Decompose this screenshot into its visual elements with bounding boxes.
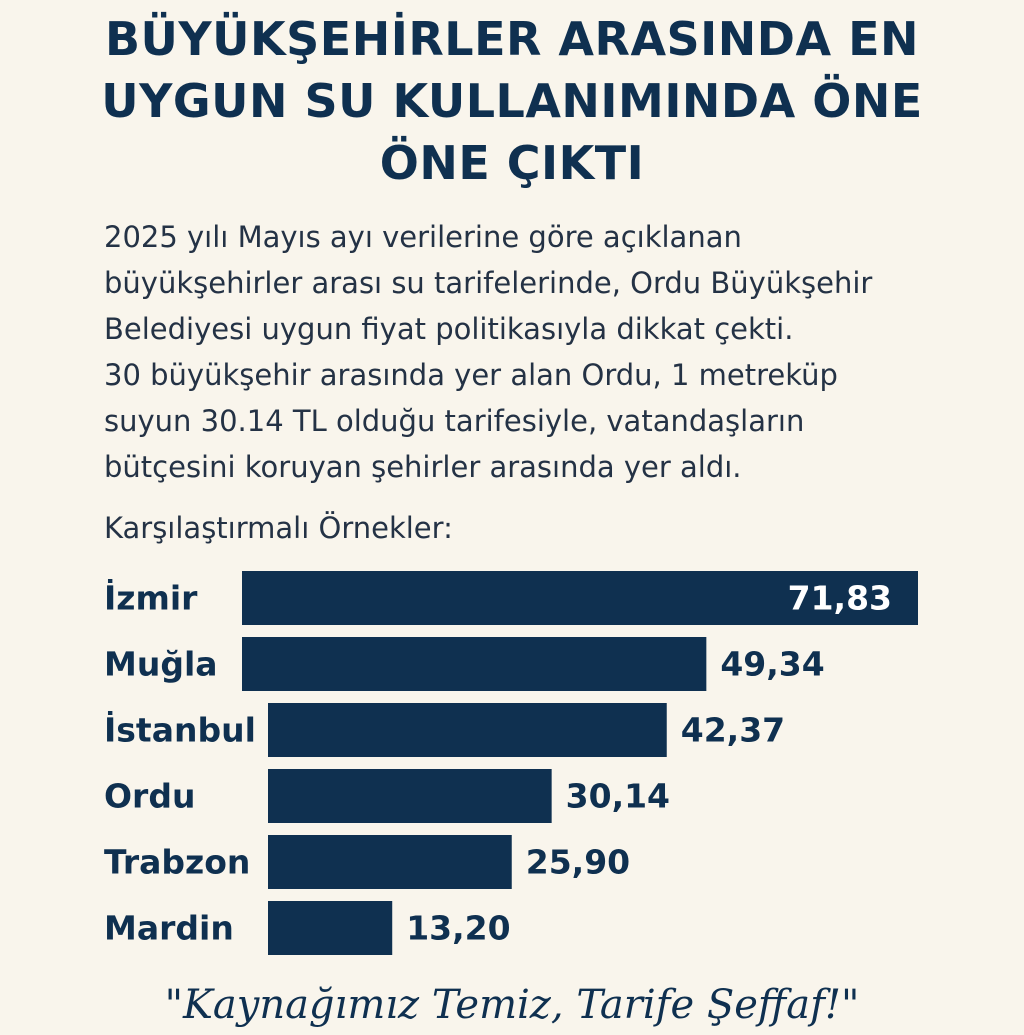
bar-ordu [268, 769, 552, 823]
lead-paragraph: 2025 yılı Mayıs ayı verilerine göre açık… [104, 214, 984, 490]
headline-line-2: UYGUN SU KULLANIMINDA ÖNE [101, 74, 923, 128]
lead-line-1: 2025 yılı Mayıs ayı verilerine göre açık… [104, 220, 742, 254]
bar-izmir [242, 571, 918, 625]
category-label-mardin: Mardin [104, 909, 234, 948]
headline-line-1: BÜYÜKŞEHİRLER ARASINDA EN [104, 12, 920, 66]
value-label-mardin: 13,20 [406, 909, 510, 948]
value-label-ordu: 30,14 [566, 777, 670, 816]
lead-line-5: suyun 30.14 TL olduğu tarifesiyle, vatan… [104, 404, 805, 438]
bar-trabzon [268, 835, 512, 889]
lead-line-2: büyükşehirler arası su tarifelerinde, Or… [104, 266, 873, 300]
category-label-ordu: Ordu [104, 777, 195, 816]
lead-line-6: bütçesini koruyan şehirler arasında yer … [104, 450, 742, 484]
value-label-istanbul: 42,37 [681, 711, 785, 750]
bar-mardin [268, 901, 393, 955]
bar-mugla [242, 637, 707, 691]
value-label-izmir: 71,83 [788, 579, 892, 618]
lead-line-4: 30 büyükşehir arasında yer alan Ordu, 1 … [104, 358, 838, 392]
category-label-izmir: İzmir [104, 578, 198, 618]
category-label-istanbul: İstanbul [104, 710, 256, 750]
headline: BÜYÜKŞEHİRLER ARASINDA EN UYGUN SU KULLA… [40, 8, 984, 194]
headline-line-3: ÖNE ÇIKTI [379, 136, 645, 190]
value-label-trabzon: 25,90 [526, 843, 630, 882]
category-label-mugla: Muğla [104, 645, 218, 684]
bar-istanbul [268, 703, 667, 757]
lead-line-3: Belediyesi uygun fiyat politikasıyla dik… [104, 312, 794, 346]
value-label-mugla: 49,34 [720, 645, 824, 684]
chart-title: Karşılaştırmalı Örnekler: [104, 511, 453, 545]
footer-motto: "Kaynağımız Temiz, Tarife Şeffaf!" [164, 982, 860, 1028]
category-label-trabzon: Trabzon [104, 843, 250, 882]
